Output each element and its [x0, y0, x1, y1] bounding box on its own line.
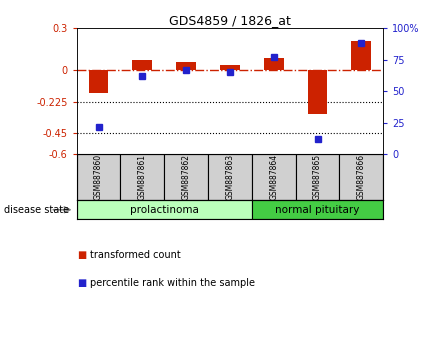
Bar — [208, 154, 252, 200]
Bar — [220, 65, 240, 70]
Bar — [77, 154, 120, 200]
Text: disease state: disease state — [4, 205, 70, 215]
Bar — [120, 154, 164, 200]
Bar — [308, 70, 328, 114]
Text: normal pituitary: normal pituitary — [276, 205, 360, 215]
Bar — [252, 154, 296, 200]
Bar — [88, 70, 109, 93]
Text: GSM887861: GSM887861 — [138, 154, 147, 200]
Bar — [352, 41, 371, 70]
Text: GSM887860: GSM887860 — [94, 154, 103, 200]
Text: transformed count: transformed count — [90, 250, 180, 260]
Text: GSM887865: GSM887865 — [313, 154, 322, 200]
Text: GSM887863: GSM887863 — [226, 154, 234, 200]
Bar — [339, 154, 383, 200]
Text: GSM887864: GSM887864 — [269, 154, 278, 200]
Bar — [164, 154, 208, 200]
Bar — [77, 200, 252, 219]
Title: GDS4859 / 1826_at: GDS4859 / 1826_at — [169, 14, 291, 27]
Text: ■: ■ — [77, 278, 86, 288]
Bar — [132, 60, 152, 70]
Text: GSM887862: GSM887862 — [182, 154, 191, 200]
Bar — [252, 200, 383, 219]
Bar — [176, 62, 196, 70]
Bar — [264, 58, 283, 70]
Text: GSM887866: GSM887866 — [357, 154, 366, 200]
Text: ■: ■ — [77, 250, 86, 260]
Bar — [296, 154, 339, 200]
Text: prolactinoma: prolactinoma — [130, 205, 199, 215]
Text: percentile rank within the sample: percentile rank within the sample — [90, 278, 255, 288]
